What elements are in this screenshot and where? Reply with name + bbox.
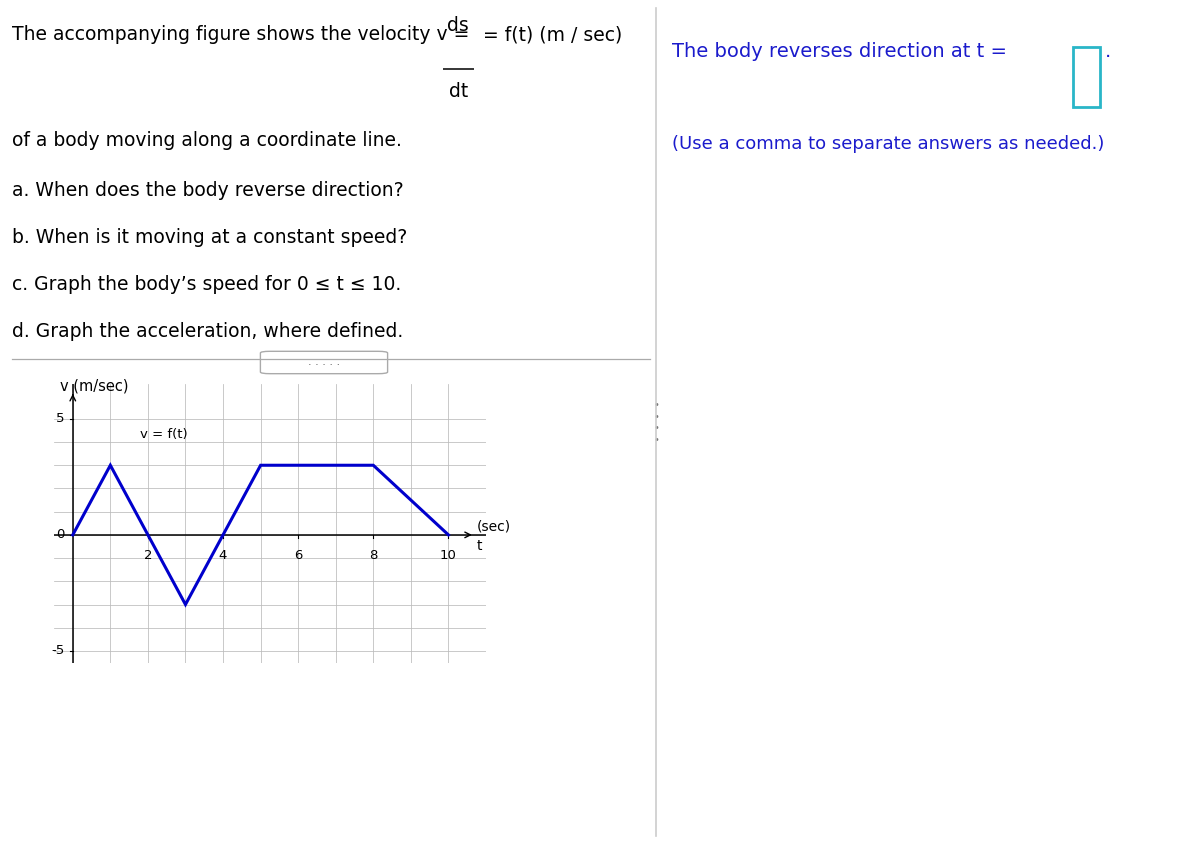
Text: (sec): (sec) [476,520,511,533]
Text: dt: dt [449,82,468,100]
Text: v = f(t): v = f(t) [140,428,188,441]
Text: •: • [654,435,659,445]
Text: -5: -5 [52,645,65,657]
Text: b. When is it moving at a constant speed?: b. When is it moving at a constant speed… [12,228,407,247]
Text: 10: 10 [440,549,457,562]
Text: The accompanying figure shows the velocity v =: The accompanying figure shows the veloci… [12,25,475,45]
Text: •: • [654,412,659,422]
Text: . . . . .: . . . . . [308,358,340,367]
Text: 5: 5 [56,413,65,425]
Text: 4: 4 [218,549,227,562]
Text: (Use a comma to separate answers as needed.): (Use a comma to separate answers as need… [672,135,1104,154]
Text: 8: 8 [370,549,378,562]
Text: 2: 2 [144,549,152,562]
Text: •: • [654,423,659,433]
Text: d. Graph the acceleration, where defined.: d. Graph the acceleration, where defined… [12,322,403,341]
Text: ds: ds [448,16,469,35]
Text: The body reverses direction at t =: The body reverses direction at t = [672,42,1013,62]
Text: a. When does the body reverse direction?: a. When does the body reverse direction? [12,181,403,201]
Text: v (m/sec): v (m/sec) [60,378,128,393]
FancyBboxPatch shape [1073,46,1100,106]
Text: 0: 0 [56,528,65,541]
Text: 6: 6 [294,549,302,562]
Text: •: • [654,400,659,410]
Text: of a body moving along a coordinate line.: of a body moving along a coordinate line… [12,132,402,150]
Text: = f(t) (m / sec): = f(t) (m / sec) [484,25,623,45]
Text: t: t [476,539,482,554]
Text: c. Graph the body’s speed for 0 ≤ t ≤ 10.: c. Graph the body’s speed for 0 ≤ t ≤ 10… [12,275,401,295]
FancyBboxPatch shape [260,351,388,374]
Text: .: . [1104,42,1111,62]
